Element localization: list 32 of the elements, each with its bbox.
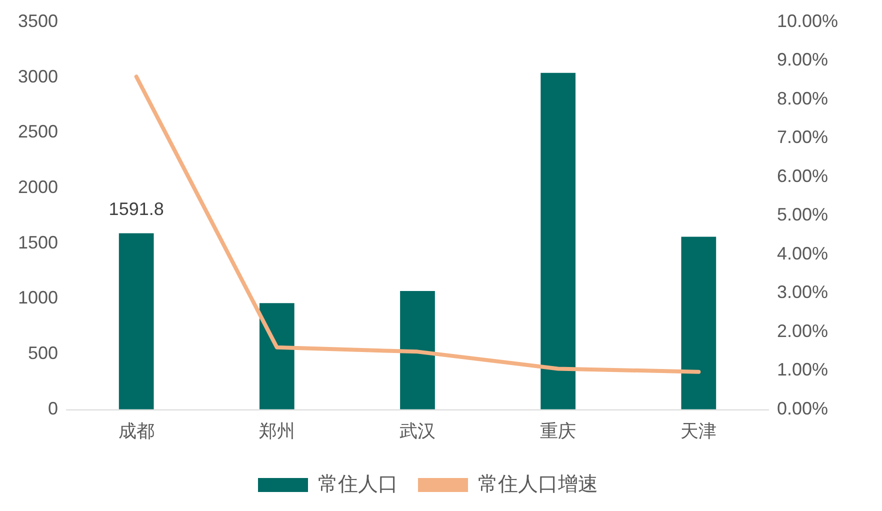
bar bbox=[540, 72, 576, 410]
y2-tick-label: 7.00% bbox=[776, 127, 828, 148]
y-tick-label: 3500 bbox=[18, 10, 58, 31]
y-tick-label: 2500 bbox=[18, 122, 58, 142]
bar bbox=[681, 236, 716, 410]
legend-label: 常住人口 bbox=[318, 474, 398, 496]
x-tick-label: 重庆 bbox=[540, 421, 576, 442]
y-tick-label: 500 bbox=[28, 343, 58, 364]
data-label: 1591.8 bbox=[108, 199, 164, 220]
bar bbox=[118, 233, 154, 410]
x-tick-label: 武汉 bbox=[399, 421, 436, 442]
y-tick-label: 2000 bbox=[18, 176, 58, 197]
bar bbox=[400, 290, 435, 410]
x-tick-label: 成都 bbox=[118, 421, 154, 442]
y2-tick-label: 8.00% bbox=[776, 88, 828, 108]
y2-tick-label: 0.00% bbox=[776, 398, 828, 418]
bar bbox=[259, 303, 294, 410]
x-tick-label: 郑州 bbox=[258, 421, 295, 442]
y2-tick-label: 4.00% bbox=[776, 243, 828, 264]
y2-tick-label: 6.00% bbox=[776, 166, 828, 186]
x-tick-label: 天津 bbox=[680, 421, 717, 442]
legend-label: 常住人口增速 bbox=[478, 474, 598, 496]
y2-tick-label: 1.00% bbox=[776, 360, 828, 380]
y2-tick-label: 3.00% bbox=[776, 282, 828, 302]
y2-tick-label: 2.00% bbox=[776, 320, 828, 341]
y2-tick-label: 10.00% bbox=[776, 10, 838, 31]
y2-tick-label: 9.00% bbox=[776, 50, 828, 70]
y-tick-label: 0 bbox=[48, 398, 58, 418]
y-tick-label: 1000 bbox=[18, 288, 58, 308]
y-tick-label: 1500 bbox=[18, 232, 58, 252]
y-tick-label: 3000 bbox=[18, 66, 58, 86]
y2-tick-label: 5.00% bbox=[776, 204, 828, 225]
